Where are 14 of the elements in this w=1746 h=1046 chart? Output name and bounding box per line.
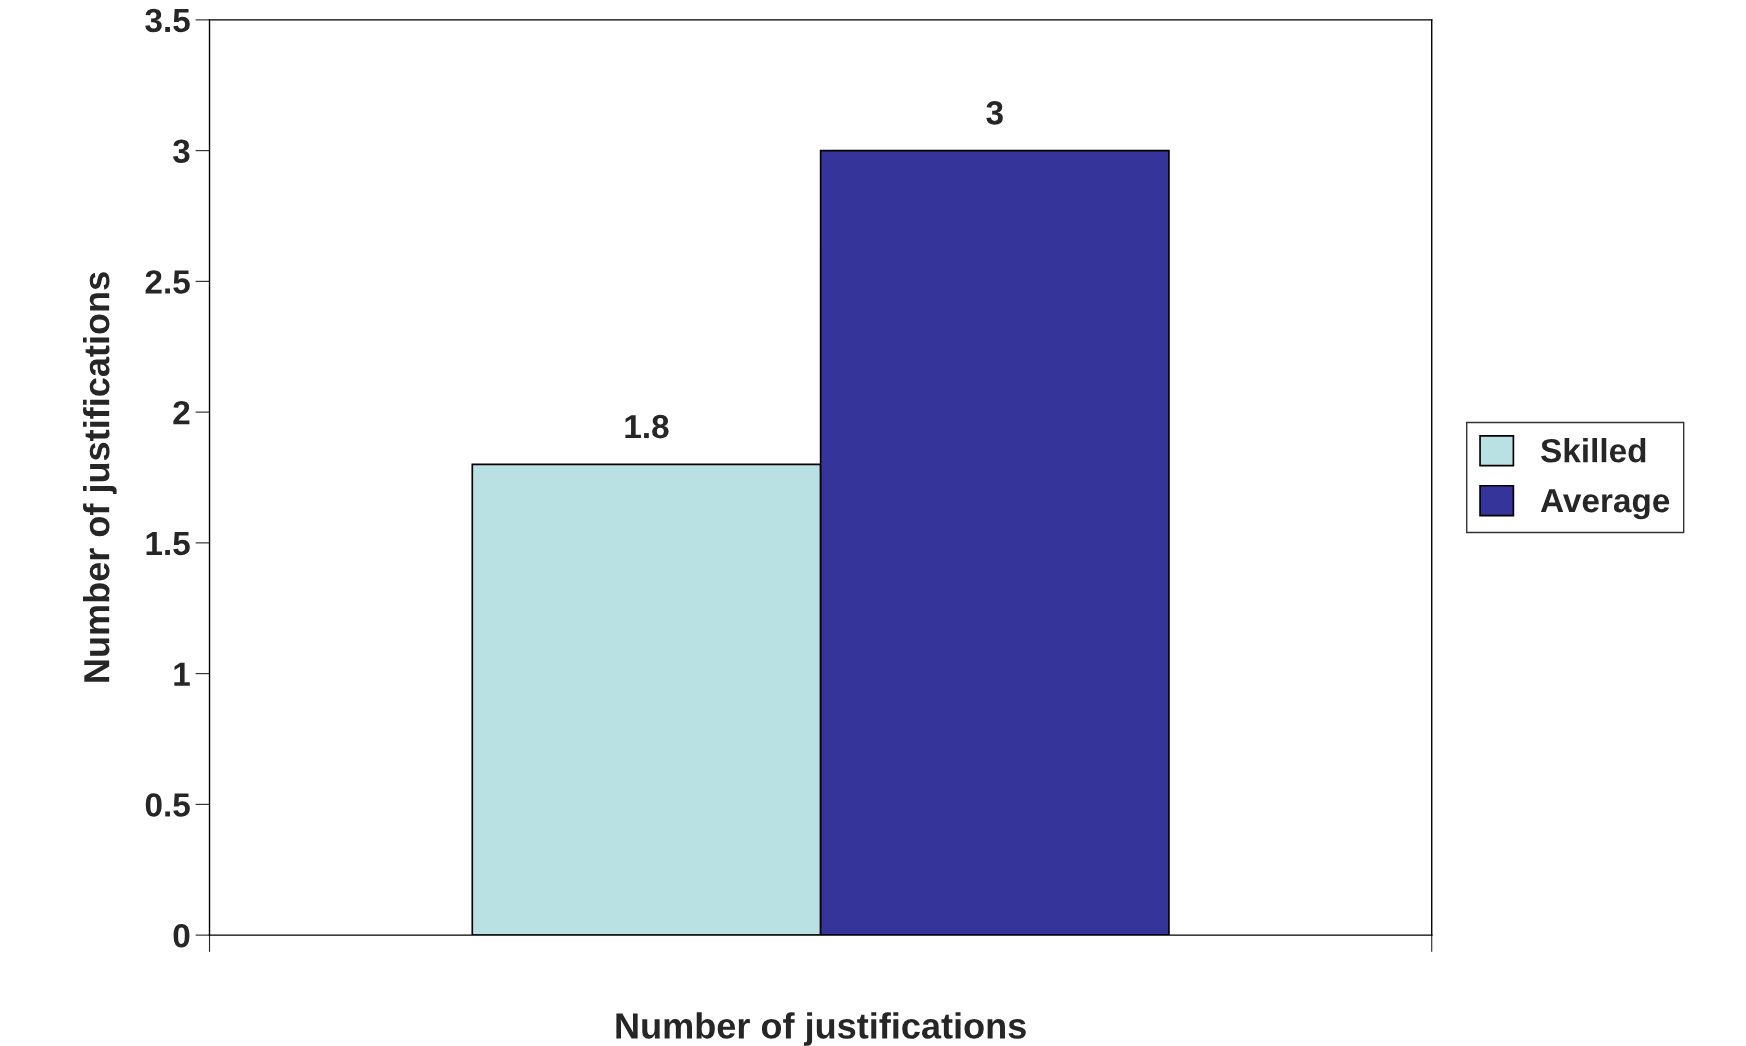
y-tick-label: 0	[173, 923, 190, 948]
y-tick-label: 1	[174, 662, 190, 686]
data-label: 1.8	[625, 414, 669, 439]
y-tick-label: 0.5	[145, 793, 190, 817]
y-tick-label: 3	[173, 139, 190, 164]
legend-label: Skilled	[1541, 438, 1646, 463]
y-tick-label: 2.5	[145, 270, 190, 294]
y-axis-title: Number of justifications	[83, 272, 117, 682]
x-axis-title: Number of justifications	[616, 1012, 1026, 1046]
y-tick-label: 1.5	[146, 532, 190, 556]
legend-label: Average	[1540, 489, 1670, 520]
data-label: 3	[986, 100, 1003, 125]
y-tick-label: 3.5	[145, 8, 190, 33]
y-tick-label: 2	[173, 400, 190, 425]
